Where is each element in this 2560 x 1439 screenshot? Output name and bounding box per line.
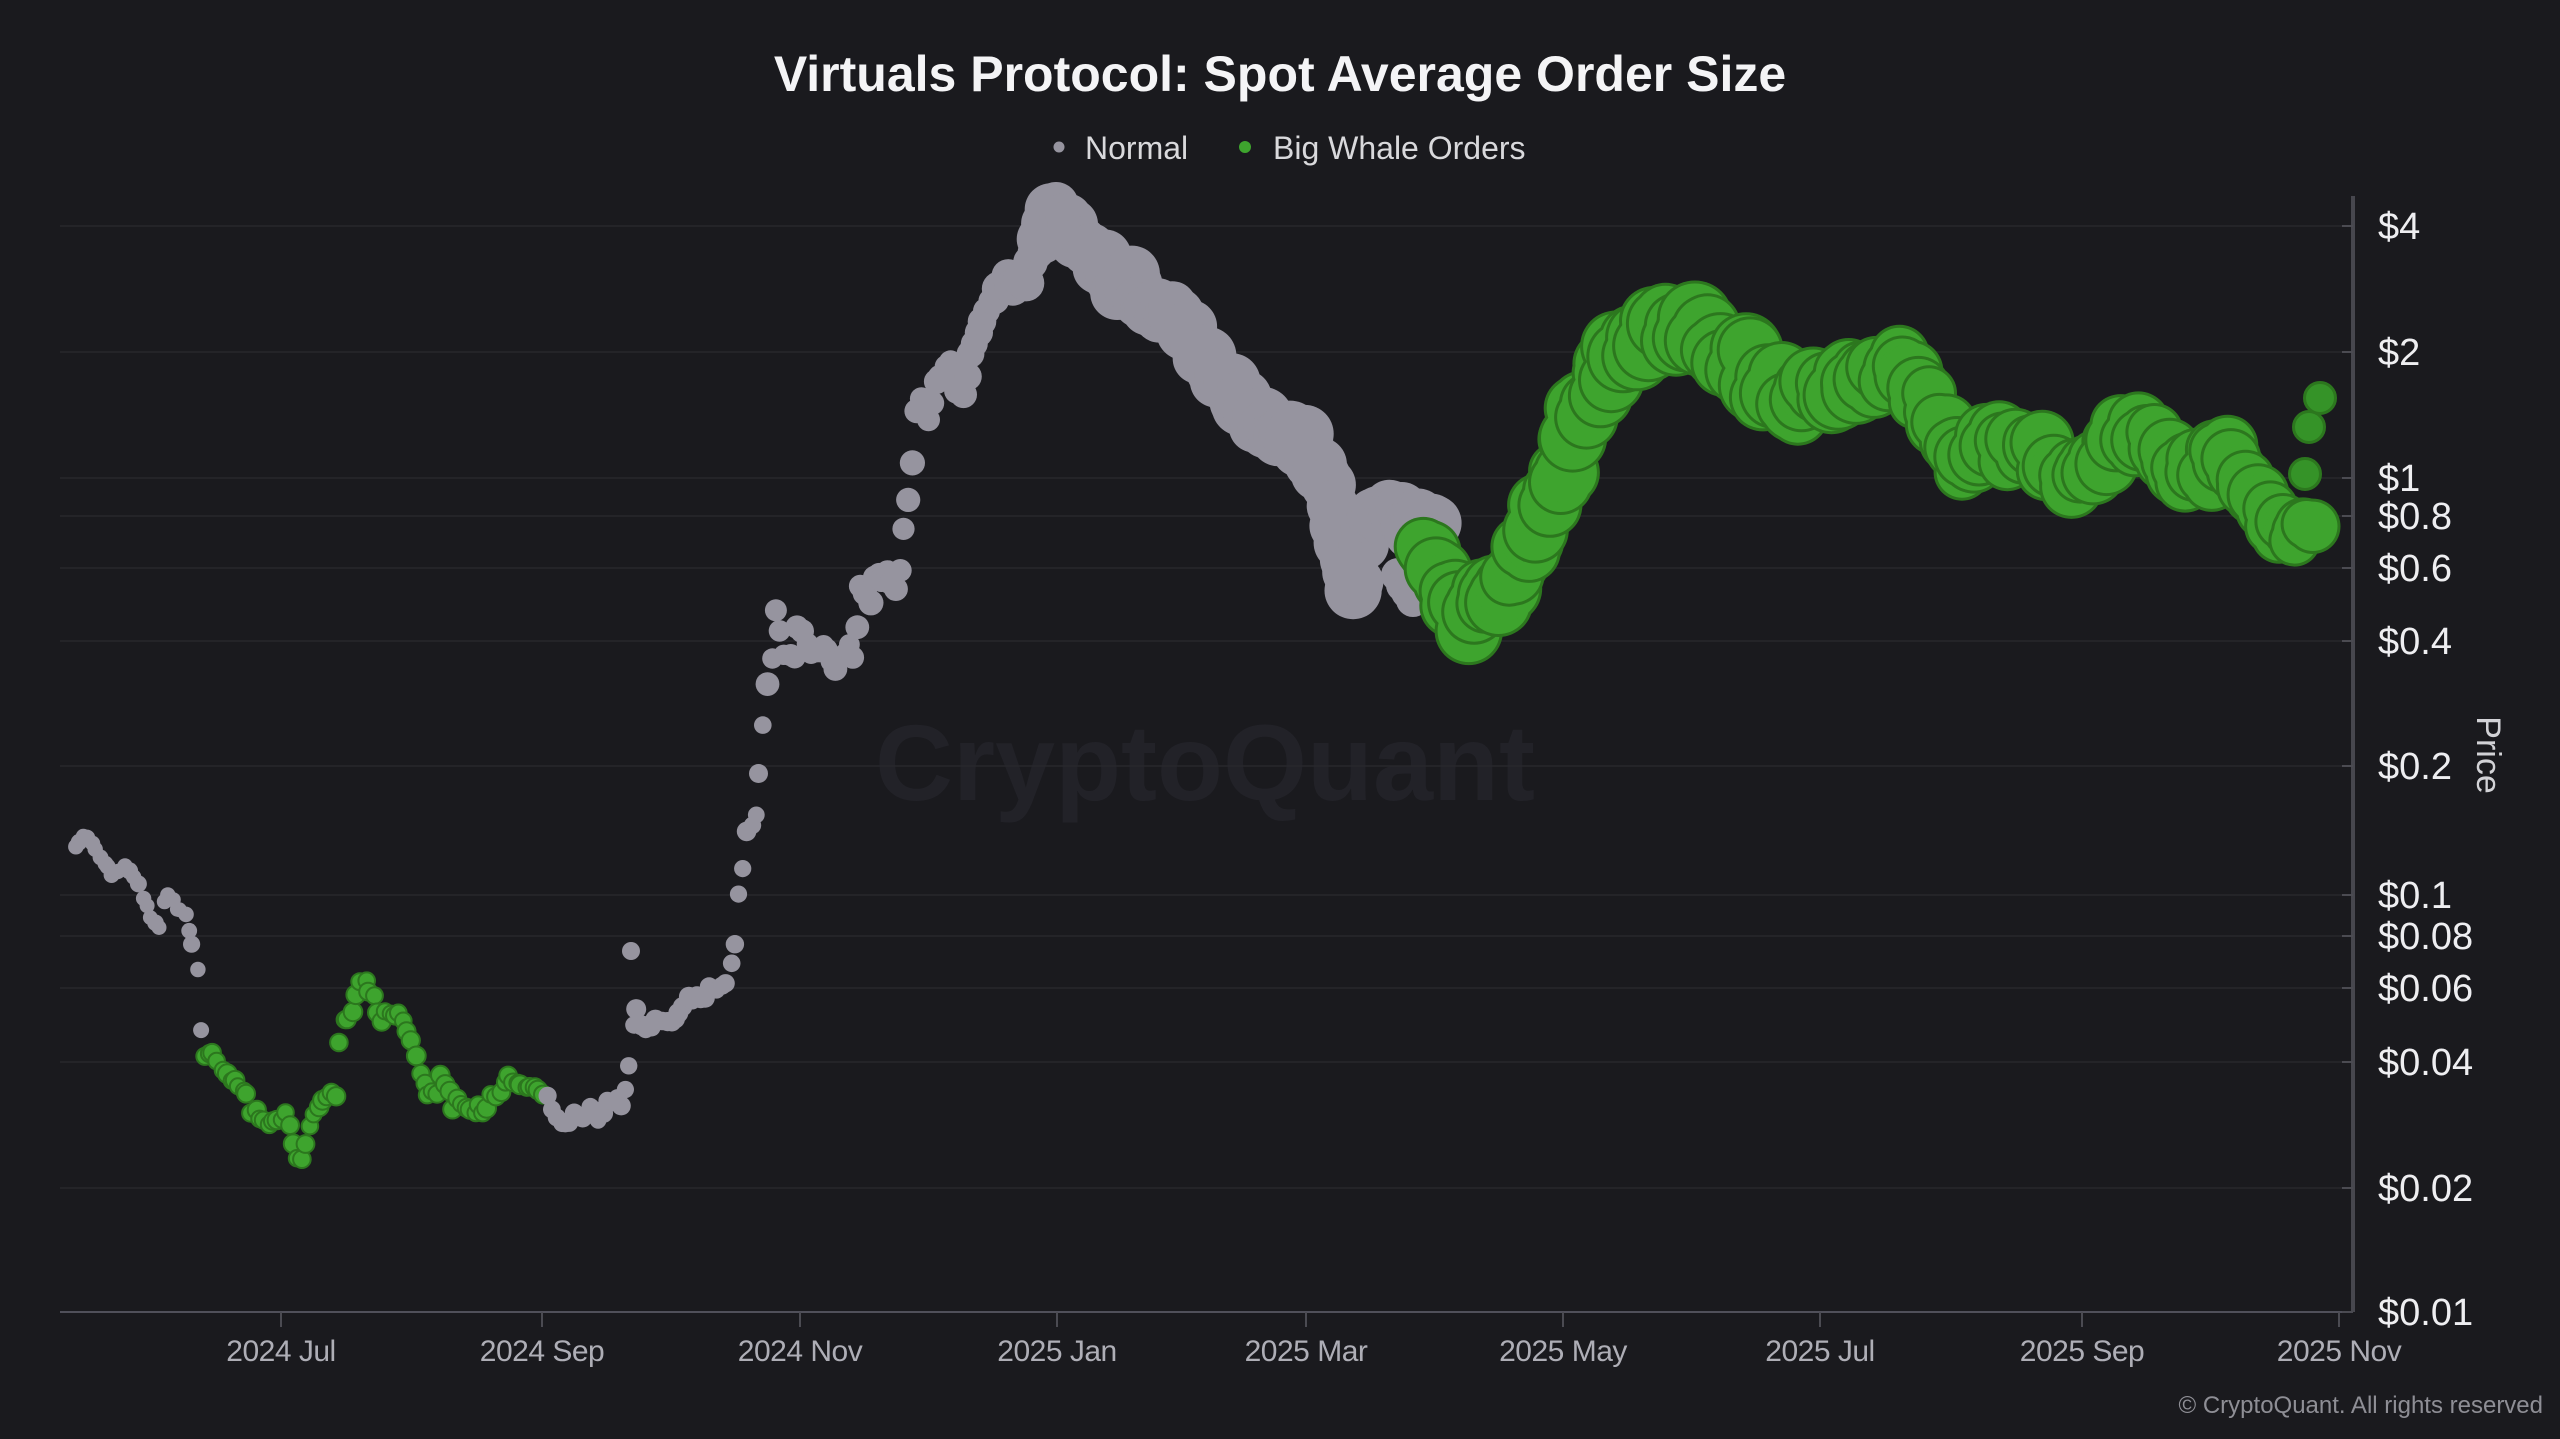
svg-text:$0.6: $0.6 xyxy=(2378,548,2452,590)
svg-text:2025 Nov: 2025 Nov xyxy=(2277,1335,2402,1368)
svg-text:$0.04: $0.04 xyxy=(2378,1042,2473,1084)
svg-text:Virtuals Protocol: Spot Averag: Virtuals Protocol: Spot Average Order Si… xyxy=(774,46,1786,102)
svg-text:Price: Price xyxy=(2469,716,2507,793)
svg-text:$0.1: $0.1 xyxy=(2378,875,2452,917)
svg-text:$0.01: $0.01 xyxy=(2378,1292,2473,1334)
svg-text:2025 Jul: 2025 Jul xyxy=(1765,1335,1874,1368)
svg-text:2025 Sep: 2025 Sep xyxy=(2020,1335,2144,1368)
svg-text:Normal: Normal xyxy=(1085,130,1188,166)
svg-text:$0.2: $0.2 xyxy=(2378,746,2452,788)
svg-text:CryptoQuant: CryptoQuant xyxy=(875,702,1535,823)
svg-text:$4: $4 xyxy=(2378,206,2420,248)
svg-text:$0.08: $0.08 xyxy=(2378,916,2473,958)
svg-text:$0.4: $0.4 xyxy=(2378,621,2452,663)
svg-text:2025 Jan: 2025 Jan xyxy=(997,1335,1116,1368)
svg-text:$0.02: $0.02 xyxy=(2378,1168,2473,1210)
svg-text:$1: $1 xyxy=(2378,458,2420,500)
svg-text:2024 Nov: 2024 Nov xyxy=(738,1335,863,1368)
svg-text:$0.06: $0.06 xyxy=(2378,968,2473,1010)
svg-text:2024 Sep: 2024 Sep xyxy=(480,1335,604,1368)
svg-text:2025 Mar: 2025 Mar xyxy=(1245,1335,1368,1368)
svg-text:$2: $2 xyxy=(2378,332,2420,374)
svg-text:© CryptoQuant. All rights rese: © CryptoQuant. All rights reserved xyxy=(2179,1392,2544,1419)
svg-text:2025 May: 2025 May xyxy=(1499,1335,1627,1368)
svg-text:Big Whale Orders: Big Whale Orders xyxy=(1273,130,1526,166)
svg-text:$0.8: $0.8 xyxy=(2378,496,2452,538)
svg-text:2024 Jul: 2024 Jul xyxy=(226,1335,335,1368)
